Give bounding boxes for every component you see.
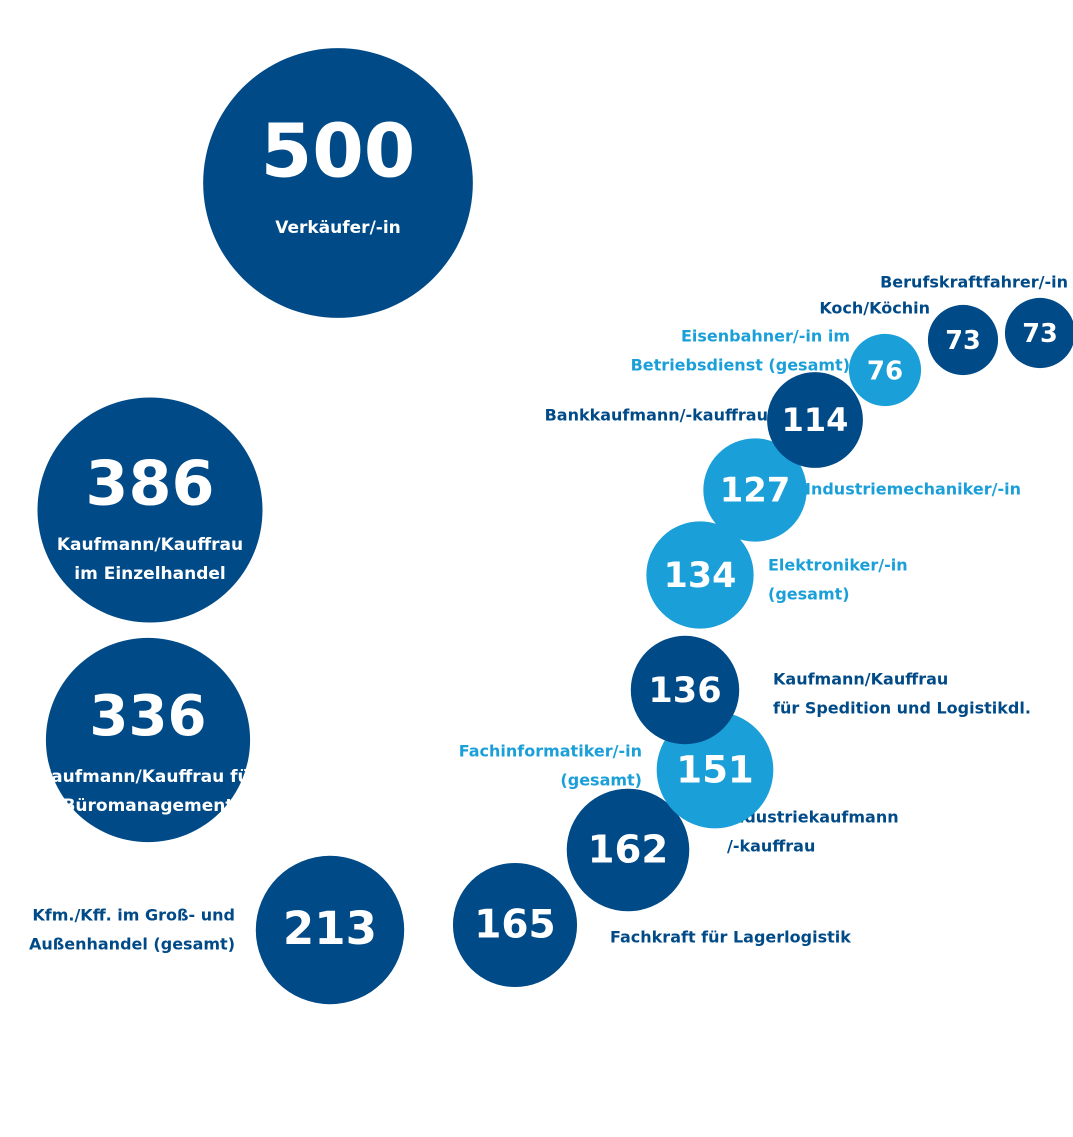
- bubble-value: 114: [782, 401, 849, 439]
- bubble-value: 336: [89, 684, 206, 749]
- bubble-label: Kaufmann/Kauffrau: [773, 670, 948, 689]
- bubble: [452, 862, 578, 988]
- bubble-label: Verkäufer/-in: [275, 218, 401, 238]
- bubble: [203, 48, 473, 318]
- bubble-label: Büromanagement: [62, 796, 233, 816]
- bubble-label: Bankkaufmann/-kauffrau: [545, 406, 768, 425]
- bubble: [1004, 297, 1073, 369]
- bubble: [37, 397, 263, 623]
- bubble: [703, 438, 807, 542]
- bubble-label: Berufskraftfahrer/-in: [880, 273, 1068, 292]
- bubble-label: Koch/Köchin: [819, 299, 930, 318]
- bubble-value: 162: [588, 828, 669, 873]
- bubble-label: Betriebsdienst (gesamt): [631, 356, 850, 375]
- bubble: [566, 788, 690, 912]
- bubble-label: Industriekaufmann: [727, 808, 899, 827]
- bubble-value: 134: [664, 556, 737, 596]
- bubble-label: Industriemechaniker/-in: [805, 480, 1021, 499]
- bubble-label: Kaufmann/Kauffrau für: [38, 767, 259, 787]
- bubble-label: Kfm./Kff. im Groß- und: [32, 906, 235, 925]
- bubble-value: 136: [648, 670, 721, 711]
- bubble-value: 73: [945, 326, 981, 356]
- bubble-value: 213: [283, 902, 377, 955]
- bubble-label: /-kauffrau: [727, 837, 815, 856]
- bubble-label: im Einzelhandel: [74, 564, 225, 584]
- bubble: [45, 637, 251, 843]
- bubble-value: 386: [85, 448, 214, 520]
- bubble-value: 127: [720, 471, 791, 510]
- bubble: [630, 635, 740, 745]
- bubble-label: Elektroniker/-in: [768, 556, 908, 575]
- bubble-label: Außenhandel (gesamt): [29, 935, 235, 954]
- bubble: [927, 304, 999, 376]
- bubble-label: Fachinformatiker/-in: [459, 742, 642, 761]
- bubble: [255, 855, 405, 1005]
- bubble: [646, 521, 754, 629]
- bubble-value: 73: [1022, 319, 1058, 349]
- bubble-value: 165: [474, 903, 555, 948]
- bubble-label: Fachkraft für Lagerlogistik: [610, 928, 851, 947]
- bubble-label: Eisenbahner/-in im: [681, 327, 850, 346]
- bubble-value: 76: [867, 357, 903, 387]
- bubble: [848, 333, 922, 407]
- bubble-label: (gesamt): [768, 585, 850, 604]
- bubble-value: 151: [676, 749, 754, 792]
- bubble: [767, 372, 863, 468]
- bubble-label: (gesamt): [560, 771, 642, 790]
- bubble-value: 500: [261, 109, 416, 195]
- bubble-label: Kaufmann/Kauffrau: [57, 535, 243, 555]
- bubble-label: für Spedition und Logistikdl.: [773, 699, 1031, 718]
